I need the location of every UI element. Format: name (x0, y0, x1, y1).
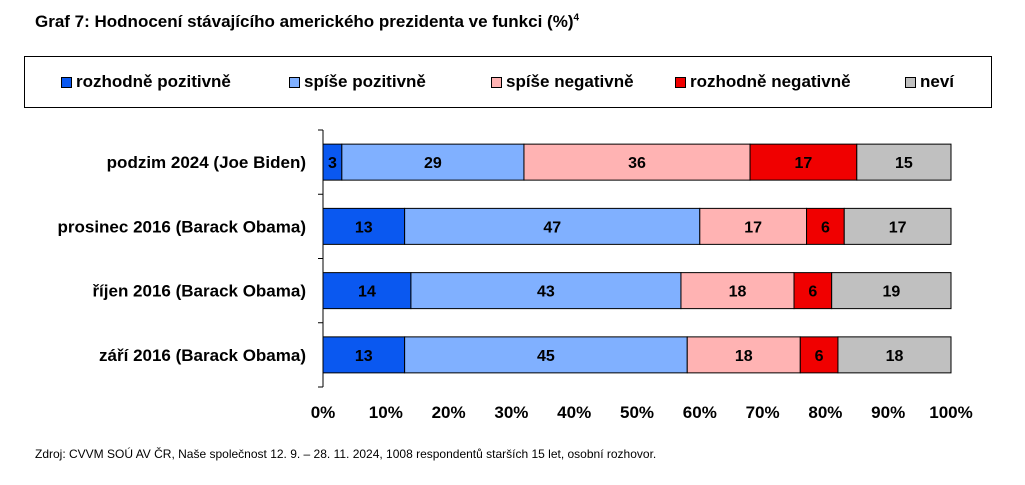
legend-label: spíše pozitivně (304, 72, 426, 91)
data-label: 36 (628, 155, 646, 172)
data-label: 29 (424, 155, 442, 172)
bar-segment (799, 336, 839, 374)
data-label: 19 (882, 284, 900, 301)
title-footnote-mark: 4 (573, 12, 580, 24)
legend-swatch (289, 76, 300, 88)
x-tick-label: 60% (683, 403, 717, 422)
legend-swatch (905, 76, 916, 88)
stacked-bar-chart: podzim 2024 (Joe Biden) 3 29 36 17 15 prosinec… (57, 129, 973, 422)
x-tick-label: 20% (432, 403, 466, 422)
data-label: 15 (895, 155, 913, 172)
bar-segment (793, 272, 833, 310)
legend-item: neví (905, 72, 954, 92)
bar-segment (322, 336, 406, 374)
x-tick-label: 50% (620, 403, 654, 422)
bar-segment (699, 207, 808, 245)
data-label: 43 (537, 284, 555, 301)
legend-item: spíše pozitivně (289, 72, 426, 92)
data-label: 18 (886, 348, 904, 365)
x-tick-label: 30% (494, 403, 528, 422)
category-label: září 2016 (Barack Obama) (99, 346, 306, 365)
data-label: 18 (735, 348, 753, 365)
data-label: 17 (744, 219, 762, 236)
legend-item: rozhodně pozitivně (61, 72, 231, 92)
legend-label: neví (920, 72, 955, 91)
legend-item: spíše negativně (491, 72, 634, 92)
bar-segment (680, 272, 795, 310)
category-label: prosinec 2016 (Barack Obama) (57, 217, 306, 236)
source-note: Zdroj: CVVM SOÚ AV ČR, Naše společnost 1… (35, 447, 657, 461)
data-label: 17 (889, 219, 907, 236)
data-label: 6 (815, 348, 824, 365)
legend-item: rozhodně negativně (675, 72, 851, 92)
x-tick-label: 90% (871, 403, 905, 422)
bar-segment (831, 272, 952, 310)
legend-swatch (491, 76, 502, 88)
bar-segment (749, 143, 858, 181)
legend-label: spíše negativně (506, 72, 634, 91)
x-tick-label: 40% (557, 403, 591, 422)
data-label: 45 (537, 348, 555, 365)
legend-label: rozhodně negativně (690, 72, 851, 91)
bar-segment (686, 336, 801, 374)
x-tick-label: 0% (311, 403, 336, 422)
data-label: 14 (358, 284, 376, 301)
legend-label: rozhodně pozitivně (76, 72, 231, 91)
category-label: říjen 2016 (Barack Obama) (92, 282, 306, 301)
bar-segment (843, 207, 952, 245)
chart-title: Graf 7: Hodnocení stávajícího amerického… (35, 12, 579, 32)
chart-title-text: Graf 7: Hodnocení stávajícího amerického… (35, 12, 574, 31)
bar-segment (806, 207, 845, 245)
bar-segment (856, 143, 952, 181)
legend: rozhodně pozitivně spíše pozitivně spíše n… (24, 56, 992, 108)
x-tick-label: 10% (369, 403, 403, 422)
bar-segment (410, 272, 682, 310)
x-tick-label: 70% (746, 403, 780, 422)
data-label: 18 (729, 284, 747, 301)
data-label: 6 (821, 219, 830, 236)
bar-segment (322, 272, 412, 310)
bar-segment (404, 336, 688, 374)
data-label: 3 (328, 155, 337, 172)
bar-segment (404, 207, 701, 245)
x-tick-label: 80% (808, 403, 842, 422)
data-label: 13 (355, 219, 373, 236)
data-label: 13 (355, 348, 373, 365)
data-label: 47 (543, 219, 561, 236)
legend-swatch (61, 76, 72, 88)
bar-segment (523, 143, 751, 181)
x-tick-label: 100% (929, 403, 972, 422)
bar-segment (837, 336, 952, 374)
category-label: podzim 2024 (Joe Biden) (107, 153, 306, 172)
legend-swatch (675, 76, 686, 88)
bar-segment (322, 207, 406, 245)
data-label: 17 (795, 155, 813, 172)
data-label: 6 (808, 284, 817, 301)
